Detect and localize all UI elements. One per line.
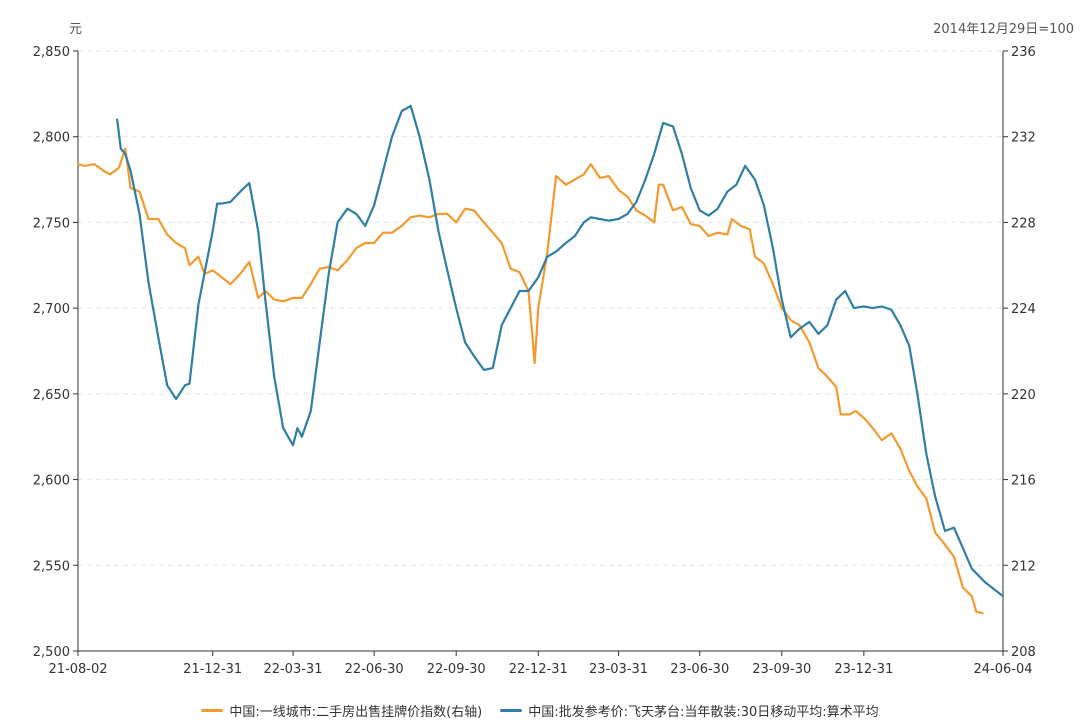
y-left-tick-label: 2,500: [33, 645, 70, 660]
y-left-tick-label: 2,650: [33, 388, 70, 403]
legend-swatch-blue: [500, 708, 523, 712]
y-right-tick-label: 232: [1011, 131, 1036, 146]
series-line-orange: [76, 147, 984, 615]
x-tick-label: 21-08-02: [48, 662, 107, 677]
x-tick-label: 23-09-30: [752, 662, 811, 677]
y-left-tick-label: 2,850: [33, 45, 70, 60]
y-right-tick-label: 220: [1011, 388, 1036, 403]
x-tick-label: 22-09-30: [427, 662, 486, 677]
y-right-tick-label: 208: [1011, 645, 1036, 660]
legend-label-orange: 中国:一线城市:二手房出售挂牌价指数(右轴): [229, 704, 483, 720]
y-right-tick-label: 216: [1011, 474, 1036, 489]
y-right-tick-label: 224: [1011, 302, 1036, 317]
left-axis-unit: 元: [69, 22, 83, 37]
series-line-blue: [116, 104, 1005, 598]
x-tick-label: 22-03-31: [263, 662, 322, 677]
y-left-tick-label: 2,700: [33, 302, 70, 317]
y-left-tick-label: 2,600: [33, 474, 70, 489]
x-tick-label: 24-06-04: [973, 662, 1032, 677]
x-tick-label: 21-12-31: [183, 662, 242, 677]
legend: 中国:一线城市:二手房出售挂牌价指数(右轴) 中国:批发参考价:飞天茅台:当年散…: [0, 700, 1080, 720]
x-tick-label: 23-12-31: [834, 662, 893, 677]
x-tick-label: 22-12-31: [509, 662, 568, 677]
x-tick-label: 23-06-30: [670, 662, 729, 677]
x-tick-label: 22-06-30: [345, 662, 404, 677]
y-right-tick-label: 212: [1011, 559, 1036, 574]
legend-item-orange[interactable]: 中国:一线城市:二手房出售挂牌价指数(右轴): [201, 701, 482, 720]
y-left-tick-label: 2,800: [33, 131, 70, 146]
legend-label-blue: 中国:批发参考价:飞天茅台:当年散装:30日移动平均:算术平均: [528, 704, 879, 720]
y-left-tick-label: 2,750: [33, 216, 70, 231]
legend-item-blue[interactable]: 中国:批发参考价:飞天茅台:当年散装:30日移动平均:算术平均: [500, 701, 879, 720]
right-axis-unit: 2014年12月29日=100: [933, 22, 1074, 37]
x-tick-label: 23-03-31: [589, 662, 648, 677]
y-right-tick-label: 228: [1011, 216, 1036, 231]
y-right-tick-label: 236: [1011, 45, 1036, 60]
legend-swatch-orange: [201, 708, 224, 712]
y-left-tick-label: 2,550: [33, 559, 70, 574]
